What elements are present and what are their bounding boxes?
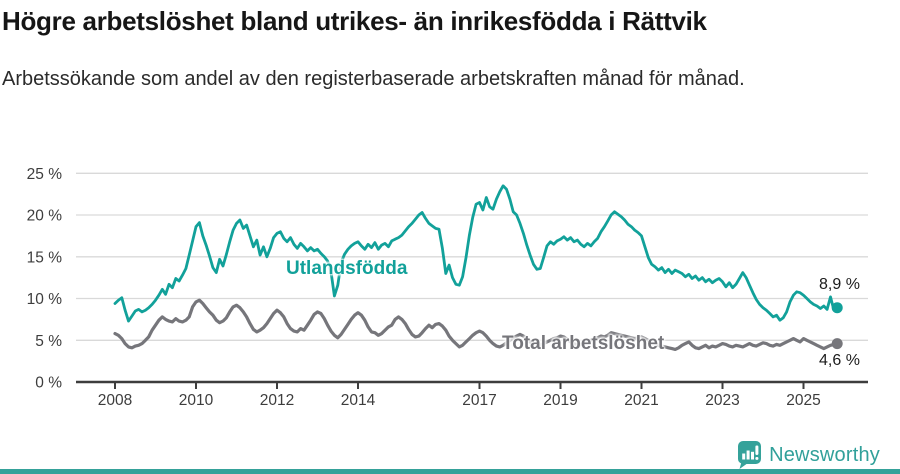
x-axis-tick-label: 2021 <box>624 392 658 409</box>
x-axis-tick-label: 2019 <box>543 392 577 409</box>
y-axis-tick-label: 0 % <box>35 375 62 392</box>
end-value-label-total: 4,6 % <box>819 352 860 369</box>
y-axis-tick-label: 15 % <box>27 249 63 266</box>
end-point-dot <box>831 302 843 314</box>
line-series-utlandsf-dda <box>113 184 839 323</box>
y-axis-tick-label: 5 % <box>35 333 62 350</box>
newsworthy-wordmark: Newsworthy <box>769 443 880 466</box>
newsworthy-brand[interactable]: Newsworthy <box>736 440 880 470</box>
x-axis-tick-label: 2025 <box>786 392 820 409</box>
chart-subtitle: Arbetssökande som andel av den registerb… <box>2 68 745 90</box>
y-axis-tick-label: 20 % <box>27 208 63 225</box>
y-axis-tick-label: 10 % <box>27 291 63 308</box>
end-value-label-utlandsfodda: 8,9 % <box>819 276 860 293</box>
x-axis-tick-label: 2012 <box>260 392 294 409</box>
y-axis-tick-label: 25 % <box>27 166 63 183</box>
line-series-total-arbetsl-shet <box>113 298 839 351</box>
x-axis-tick-label: 2017 <box>462 392 496 409</box>
x-axis-tick-label: 2010 <box>179 392 214 409</box>
series-label-utlandsfodda: Utlandsfödda <box>286 258 408 279</box>
end-point-dot <box>831 338 843 350</box>
x-axis-tick-label: 2023 <box>705 392 739 409</box>
page-title: Högre arbetslöshet bland utrikes- än inr… <box>2 6 707 36</box>
bottom-accent-bar <box>0 469 900 474</box>
series-label-total-arbetsloshet: Total arbetslöshet <box>502 333 665 354</box>
newsworthy-logo-icon <box>738 441 762 469</box>
x-axis-tick-label: 2008 <box>98 392 132 409</box>
x-axis-tick-label: 2014 <box>341 392 376 409</box>
